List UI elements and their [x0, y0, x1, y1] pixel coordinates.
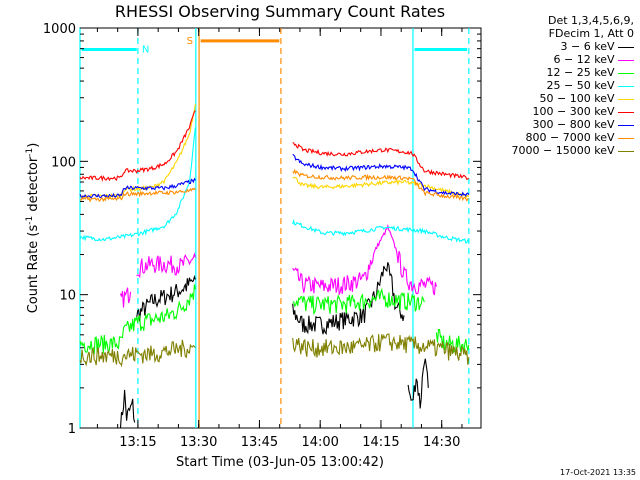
legend-swatch	[618, 46, 634, 48]
legend-label: 12 − 25 keV	[546, 66, 618, 79]
legend-swatch	[618, 72, 634, 74]
x-tick-label-5: 14:30	[423, 435, 460, 450]
series-7-segment-1	[292, 168, 470, 202]
y-label-mid: detector	[26, 156, 41, 216]
legend-swatch	[618, 98, 634, 100]
legend-header-1: FDecim 1, Att 0	[548, 27, 634, 40]
legend-entry-6: 300 − 800 keV	[533, 118, 634, 131]
series-2-segment-0	[79, 284, 196, 355]
legend-label: 25 − 50 keV	[546, 79, 618, 92]
timestamp: 17-Oct-2021 13:35	[560, 468, 636, 477]
series-6-segment-0	[79, 177, 196, 200]
series-0-segment-3	[407, 358, 429, 409]
series-0-segment-1	[136, 274, 196, 322]
series-0-segment-2	[292, 262, 405, 336]
series-0-segment-0	[119, 389, 136, 429]
legend-swatch	[618, 150, 634, 152]
legend-label: 800 − 7000 keV	[525, 131, 618, 144]
legend-entry-7: 800 − 7000 keV	[526, 131, 634, 144]
legend-label: 6 − 12 keV	[553, 53, 618, 66]
series-8-segment-1	[292, 333, 470, 365]
chart-title: RHESSI Observing Summary Count Rates	[115, 2, 445, 21]
series-6-segment-1	[292, 153, 470, 198]
legend-entry-8: 7000 − 15000 keV	[512, 144, 634, 157]
flag-label-0: N	[142, 44, 149, 55]
legend-header-0: Det 1,3,4,5,6,9,	[547, 14, 634, 27]
axes: 13:15 13:30 13:45 14:00 14:15 14:30 1 10 100 1000	[43, 22, 481, 450]
y-tick-label-0: 1	[68, 422, 76, 437]
y-tick-label-3: 1000	[43, 22, 76, 37]
series-2-segment-1	[292, 287, 425, 316]
x-axis-label: Start Time (03-Jun-05 13:00:42)	[176, 455, 384, 470]
attenuator-bars: NS	[81, 36, 468, 55]
legend-entry-4: 50 − 100 keV	[540, 92, 634, 105]
legend-entry-1: 6 − 12 keV	[554, 53, 634, 66]
y-tick-label-1: 10	[59, 289, 76, 304]
y-axis-label: Count Rate (s-1 detector-1)	[25, 143, 41, 314]
y-label-sup1: -1	[25, 216, 35, 225]
legend-entry-5: 100 − 300 keV	[533, 105, 634, 118]
legend-label: 3 − 6 keV	[560, 40, 618, 53]
legend-entry-0: 3 − 6 keV	[561, 40, 634, 53]
legend-entry-3: 25 − 50 keV	[547, 79, 634, 92]
series-1-segment-1	[136, 252, 196, 279]
series-5-segment-1	[292, 142, 470, 180]
x-tick-label-1: 13:30	[180, 435, 217, 450]
y-label-main: Count Rate (s	[26, 225, 41, 314]
legend-swatch	[618, 124, 634, 126]
series-4-segment-1	[292, 176, 470, 199]
legend-label: 50 − 100 keV	[539, 92, 618, 105]
legend-swatch	[618, 59, 634, 61]
legend-swatch	[618, 85, 634, 87]
legend-swatch	[618, 137, 634, 139]
legend-label: 300 − 800 keV	[532, 118, 618, 131]
x-tick-label-3: 14:00	[301, 435, 338, 450]
series-7-segment-0	[79, 187, 196, 203]
series-5-segment-0	[79, 110, 196, 183]
series-4-segment-0	[79, 103, 196, 200]
y-label-sup2: -1	[25, 148, 35, 157]
legend-swatch	[618, 111, 634, 113]
legend-label: 7000 − 15000 keV	[511, 144, 618, 157]
series-1-segment-0	[119, 287, 132, 308]
y-label-end: )	[26, 143, 41, 148]
series-8-segment-0	[79, 339, 196, 368]
series-1-segment-2	[292, 224, 437, 296]
legend-entry-2: 12 − 25 keV	[547, 66, 634, 79]
legend-label: 100 − 300 keV	[532, 105, 618, 118]
x-tick-label-0: 13:15	[119, 435, 156, 450]
series-3-segment-0	[79, 127, 196, 242]
y-tick-label-2: 100	[51, 155, 76, 170]
x-tick-label-4: 14:15	[362, 435, 399, 450]
x-tick-label-2: 13:45	[241, 435, 278, 450]
flag-label-1: S	[187, 36, 193, 47]
series-group	[79, 103, 470, 429]
series-3-segment-1	[292, 218, 470, 244]
